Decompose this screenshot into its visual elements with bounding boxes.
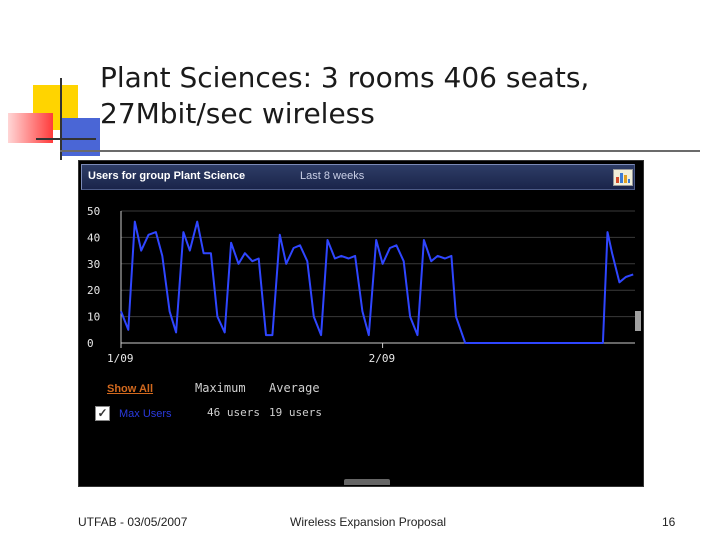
y-tick-label-20: 20 (87, 284, 100, 297)
deco-horizontal-line (36, 138, 96, 140)
max-value: 46 users (207, 406, 260, 419)
max-users-checkbox[interactable]: ✓ (95, 406, 110, 421)
chart-type-icon[interactable] (613, 169, 633, 186)
scroll-handle[interactable] (635, 311, 641, 331)
deco-vertical-line (60, 78, 62, 160)
widget-header: Users for group Plant Science Last 8 wee… (81, 164, 635, 190)
slide-title-line-2: 27Mbit/sec wireless (100, 97, 375, 130)
widget-range: Last 8 weeks (300, 170, 365, 182)
y-tick-label-0: 0 (87, 337, 94, 350)
series-label-max-users[interactable]: Max Users (119, 408, 172, 420)
col-header-maximum: Maximum (195, 381, 246, 395)
slide-title: Plant Sciences: 3 rooms 406 seats, 27Mbi… (100, 60, 700, 132)
y-tick-label-30: 30 (87, 258, 100, 271)
footer-page-number: 16 (662, 515, 676, 529)
x-tick-label-1/09: 1/09 (107, 352, 134, 365)
widget-title: Users for group Plant Science (88, 170, 246, 182)
y-tick-label-40: 40 (87, 231, 100, 244)
y-tick-label-50: 50 (87, 205, 100, 218)
show-all-link[interactable]: Show All (107, 383, 154, 395)
usage-widget: Users for group Plant Science Last 8 wee… (78, 160, 644, 487)
x-tick-label-2/09: 2/09 (369, 352, 396, 365)
col-header-average: Average (269, 381, 320, 395)
resize-handle[interactable] (344, 479, 390, 485)
usage-chart: 0 10 20 30 40 50 1/09 2/09 (87, 205, 635, 365)
title-divider (60, 150, 700, 152)
footer-center: Wireless Expansion Proposal (290, 515, 447, 529)
avg-value: 19 users (269, 406, 322, 419)
deco-blue-square (62, 118, 100, 156)
y-tick-label-10: 10 (87, 311, 100, 324)
footer-left: UTFAB - 03/05/2007 (78, 515, 188, 529)
series-line-max-users (120, 220, 634, 344)
slide-title-line-1: Plant Sciences: 3 rooms 406 seats, (100, 61, 590, 94)
